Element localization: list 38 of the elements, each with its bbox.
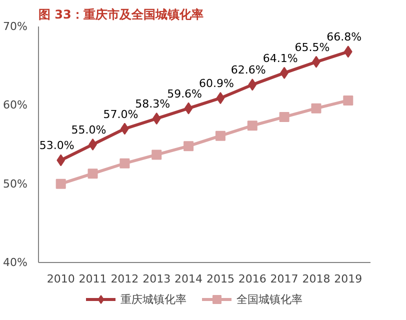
point bbox=[247, 120, 258, 131]
x-tick-label: 2011 bbox=[78, 272, 107, 286]
chart-title: 图 33：重庆市及全国城镇化率 bbox=[38, 8, 204, 22]
data-label: 53.0% bbox=[39, 139, 74, 152]
point bbox=[344, 46, 352, 58]
point bbox=[215, 130, 226, 141]
point bbox=[311, 103, 322, 114]
data-label: 62.6% bbox=[230, 64, 266, 77]
x-tick-label: 2010 bbox=[46, 272, 75, 286]
y-tick-label: 50% bbox=[3, 177, 28, 190]
point bbox=[184, 141, 194, 152]
data-label: 55.0% bbox=[71, 124, 106, 136]
legend-label: 重庆城镇化率 bbox=[120, 292, 186, 306]
x-tick-label: 2013 bbox=[142, 272, 171, 286]
point bbox=[184, 102, 193, 114]
point bbox=[56, 154, 66, 166]
x-tick-label: 2017 bbox=[270, 272, 298, 286]
y-tick-label: 60% bbox=[3, 98, 28, 112]
point bbox=[120, 158, 130, 168]
legend-label: 全国城镇化率 bbox=[236, 292, 302, 306]
point bbox=[88, 138, 97, 150]
x-tick-label: 2014 bbox=[174, 272, 203, 286]
x-tick-label: 2015 bbox=[206, 272, 234, 286]
point bbox=[152, 112, 161, 125]
point bbox=[152, 150, 162, 160]
point bbox=[279, 112, 290, 122]
y-tick-label: 40% bbox=[3, 256, 28, 269]
x-tick-label: 2016 bbox=[238, 272, 266, 286]
x-tick-label: 2012 bbox=[110, 272, 139, 286]
point bbox=[88, 168, 98, 179]
point bbox=[56, 178, 66, 189]
x-tick-label: 2018 bbox=[302, 272, 330, 286]
point bbox=[216, 92, 225, 104]
point bbox=[248, 78, 257, 91]
x-tick-label: 2019 bbox=[334, 272, 362, 286]
data-label: 64.1% bbox=[262, 52, 298, 65]
y-tick-label: 70% bbox=[3, 20, 28, 33]
point bbox=[343, 95, 354, 106]
